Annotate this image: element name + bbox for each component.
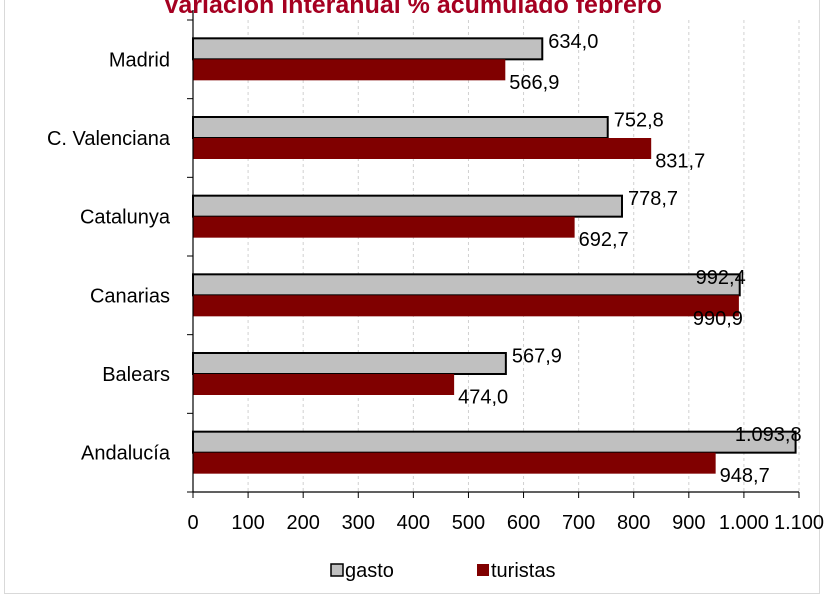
category-label: Madrid — [109, 49, 170, 71]
x-tick-label: 600 — [507, 512, 540, 534]
data-labels: 634,0 566,9 752,8 831,7 778,7 692,7 992,4 990,9… — [458, 31, 801, 487]
bar-gasto — [192, 194, 623, 218]
x-tick-label: 500 — [452, 512, 485, 534]
bar-turistas — [193, 295, 739, 317]
data-label: 778,7 — [628, 188, 678, 210]
x-tick-label: 1.000 — [719, 512, 769, 534]
axes: Madrid C. Valenciana Catalunya Canarias Bale… — [47, 10, 824, 534]
data-label: 992,4 — [696, 267, 746, 289]
x-tick-label: 400 — [397, 512, 430, 534]
bar-turistas — [193, 452, 716, 474]
legend: gasto turistas — [330, 560, 555, 582]
category-label: C. Valenciana — [47, 128, 171, 150]
data-label: 948,7 — [720, 465, 770, 487]
bar-gasto — [192, 37, 544, 61]
x-tick-label: 300 — [342, 512, 375, 534]
bar-turistas — [193, 374, 455, 395]
bar-gasto — [192, 430, 797, 454]
category-label: Balears — [102, 364, 170, 386]
x-tick-label: 200 — [286, 512, 319, 534]
bars — [192, 37, 797, 474]
category-label: Canarias — [90, 285, 170, 307]
data-label: 752,8 — [614, 110, 664, 132]
data-label: 634,0 — [548, 31, 598, 53]
data-label: 692,7 — [579, 229, 629, 251]
legend-swatch-turistas — [477, 564, 489, 576]
x-tick-label: 0 — [187, 512, 198, 534]
data-label: 1.093,8 — [735, 424, 802, 446]
legend-label-turistas: turistas — [491, 560, 555, 582]
x-tick-label: 100 — [231, 512, 264, 534]
legend-swatch-gasto — [330, 563, 344, 577]
data-label: 474,0 — [458, 387, 508, 409]
bar-turistas — [193, 216, 575, 238]
legend-label-gasto: gasto — [345, 560, 394, 582]
x-tick-label: 800 — [617, 512, 650, 534]
category-label: Andalucía — [81, 443, 171, 465]
bar-turistas — [193, 59, 506, 81]
chart-title: Variación interanual % acumulado febrero — [163, 0, 662, 19]
data-label: 566,9 — [509, 72, 559, 94]
x-tick-label: 900 — [672, 512, 705, 534]
data-label: 567,9 — [512, 346, 562, 368]
category-label: Catalunya — [80, 207, 171, 229]
data-label: 990,9 — [693, 308, 743, 330]
gridlines — [247, 20, 800, 492]
bar-gasto — [192, 273, 741, 297]
x-tick-label: 700 — [562, 512, 595, 534]
data-label: 831,7 — [655, 151, 705, 173]
bar-turistas — [193, 138, 652, 159]
bar-gasto — [192, 352, 507, 375]
bar-gasto — [192, 116, 609, 139]
x-tick-label: 1.100 — [774, 512, 824, 534]
